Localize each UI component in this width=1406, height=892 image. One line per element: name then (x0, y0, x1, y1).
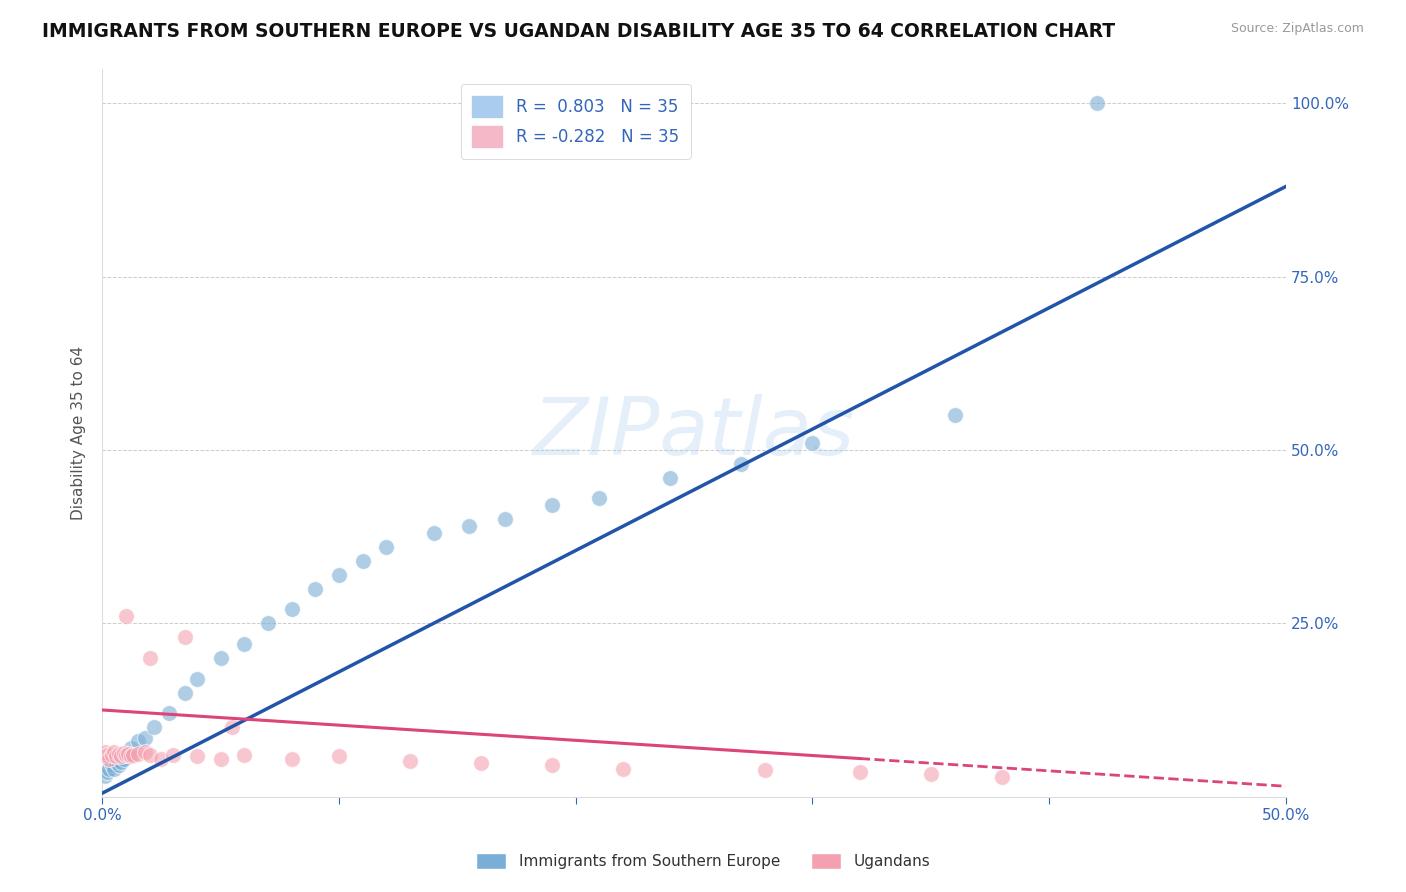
Point (117, 747, 139, 761)
Point (991, 770, 1014, 784)
Text: ZIPatlas: ZIPatlas (533, 393, 855, 472)
Point (107, 747, 129, 761)
Point (612, 762, 634, 776)
Point (105, 749, 128, 764)
Point (541, 758, 564, 772)
Point (186, 672, 208, 686)
Point (115, 747, 138, 762)
Point (209, 651, 232, 665)
Point (399, 754, 422, 768)
Point (494, 512, 516, 526)
Point (98, 751, 121, 765)
Point (233, 747, 256, 762)
Point (233, 637, 256, 651)
Point (659, 471, 682, 485)
Point (96, 747, 118, 762)
Point (107, 758, 129, 772)
Point (120, 741, 142, 756)
Point (110, 755, 132, 769)
Point (920, 767, 942, 781)
Point (96, 765, 118, 780)
Point (98, 762, 121, 776)
Point (280, 751, 302, 765)
Point (100, 758, 122, 772)
Point (134, 731, 156, 745)
Point (186, 749, 208, 764)
Point (375, 540, 398, 554)
Point (127, 747, 149, 761)
Point (138, 747, 160, 762)
Point (328, 567, 350, 582)
Point (103, 762, 125, 776)
Point (801, 436, 824, 450)
Point (143, 720, 166, 734)
Point (134, 745, 156, 759)
Point (328, 749, 350, 764)
Point (93, 745, 115, 759)
Point (541, 499, 564, 513)
Point (100, 747, 122, 762)
Point (280, 602, 302, 616)
Text: Source: ZipAtlas.com: Source: ZipAtlas.com (1230, 22, 1364, 36)
Y-axis label: Disability Age 35 to 64: Disability Age 35 to 64 (72, 345, 86, 520)
Point (174, 630, 197, 644)
Point (122, 747, 145, 762)
Point (304, 582, 326, 596)
Point (103, 745, 125, 759)
Text: IMMIGRANTS FROM SOUTHERN EUROPE VS UGANDAN DISABILITY AGE 35 TO 64 CORRELATION C: IMMIGRANTS FROM SOUTHERN EUROPE VS UGAND… (42, 22, 1115, 41)
Point (105, 755, 128, 769)
Point (257, 616, 280, 631)
Point (112, 751, 135, 765)
Legend: Immigrants from Southern Europe, Ugandans: Immigrants from Southern Europe, Ugandan… (470, 847, 936, 875)
Point (1085, 96, 1108, 111)
Point (127, 734, 149, 748)
Point (458, 519, 481, 533)
Point (162, 747, 184, 762)
Point (115, 609, 138, 624)
Point (120, 749, 142, 764)
Point (943, 409, 966, 423)
Point (352, 554, 374, 568)
Point (115, 747, 138, 762)
Point (588, 491, 610, 506)
Legend: R =  0.803   N = 35, R = -0.282   N = 35: R = 0.803 N = 35, R = -0.282 N = 35 (461, 84, 690, 159)
Point (174, 686, 197, 700)
Point (110, 749, 132, 764)
Point (93, 769, 115, 783)
Point (422, 526, 444, 541)
Point (209, 751, 232, 765)
Point (138, 651, 160, 665)
Point (112, 746, 135, 760)
Point (470, 756, 492, 771)
Point (150, 751, 173, 765)
Point (849, 765, 872, 780)
Point (221, 720, 243, 734)
Point (157, 706, 180, 721)
Point (754, 764, 776, 778)
Point (730, 457, 752, 471)
